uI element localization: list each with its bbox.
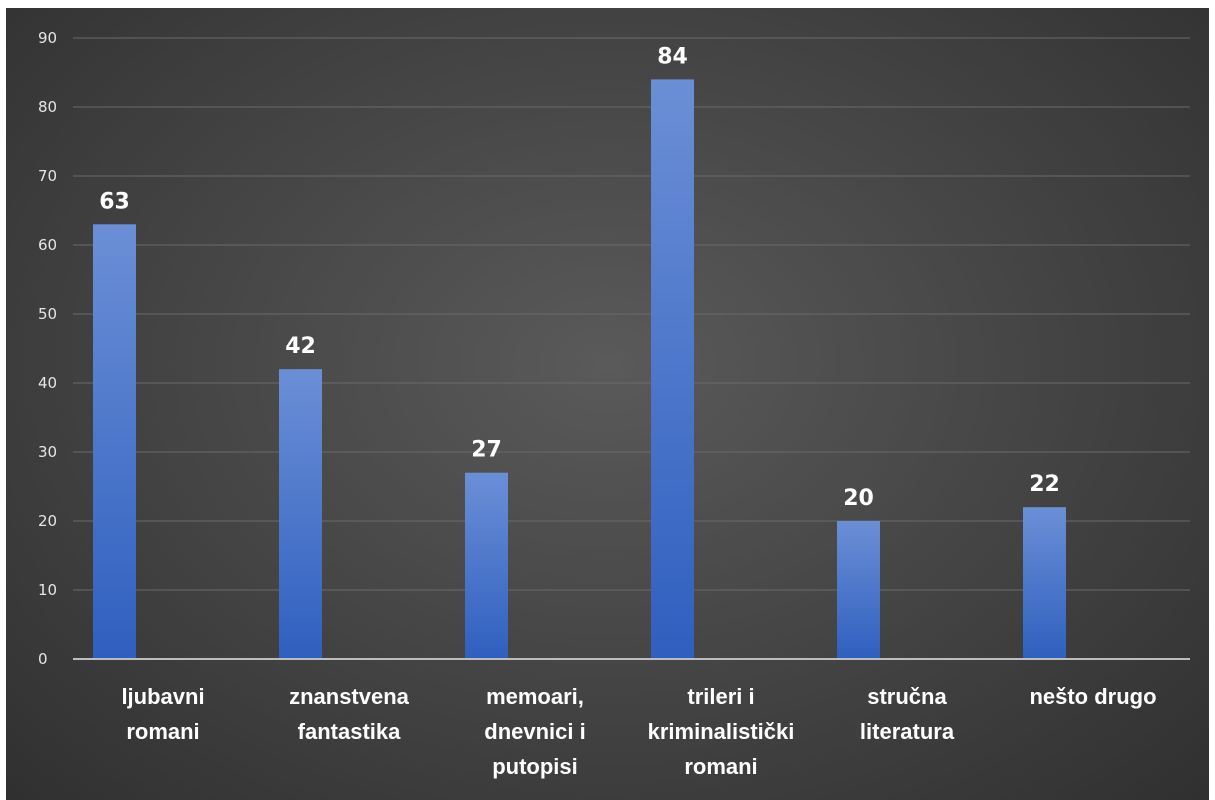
category-label: znanstvena fantastika xyxy=(289,684,410,744)
y-tick-label: 10 xyxy=(38,581,57,599)
y-tick-label: 50 xyxy=(38,305,57,323)
data-label: 42 xyxy=(285,334,316,359)
bar xyxy=(465,472,508,659)
bar xyxy=(279,369,322,659)
category-label: stručna literatura xyxy=(860,684,955,744)
gridlines xyxy=(73,37,1190,591)
bars xyxy=(93,79,1066,660)
bar xyxy=(651,79,694,659)
category-label-line: romani xyxy=(126,719,199,744)
category-label-line: romani xyxy=(684,754,757,779)
data-labels: 63 42 27 84 20 22 xyxy=(99,44,1060,511)
y-tick-label: 0 xyxy=(38,650,48,668)
y-tick-label: 40 xyxy=(38,374,57,392)
category-label-line: putopisi xyxy=(492,754,578,779)
y-tick-label: 70 xyxy=(38,167,57,185)
category-label-line: dnevnici i xyxy=(484,719,585,744)
category-label: nešto drugo xyxy=(1029,684,1156,709)
y-tick-label: 20 xyxy=(38,512,57,530)
category-label-line: kriminalistički xyxy=(648,719,795,744)
data-label: 84 xyxy=(657,44,688,69)
data-label: 27 xyxy=(471,438,502,463)
data-label: 63 xyxy=(99,189,130,214)
category-label-line: nešto drugo xyxy=(1029,684,1156,709)
data-label: 22 xyxy=(1029,472,1060,497)
category-label-line: trileri i xyxy=(687,684,754,709)
y-tick-label: 60 xyxy=(38,236,57,254)
bar xyxy=(93,224,136,660)
x-axis-category-labels: ljubavni romani znanstvena fantastika memoar… xyxy=(121,684,1156,779)
chart-background xyxy=(6,8,1209,800)
category-label: memoari, dnevnici i putopisi xyxy=(484,684,585,779)
y-tick-label: 30 xyxy=(38,443,57,461)
category-label-line: znanstvena xyxy=(289,684,410,709)
data-label: 20 xyxy=(843,486,874,511)
bar xyxy=(1023,507,1066,659)
category-label-line: ljubavni xyxy=(121,684,204,709)
category-label: ljubavni romani xyxy=(121,684,204,744)
bar xyxy=(837,521,880,659)
category-label-line: literatura xyxy=(860,719,955,744)
y-tick-label: 80 xyxy=(38,98,57,116)
category-label-line: memoari, xyxy=(486,684,584,709)
y-axis-tick-labels: 0 10 20 30 40 50 60 70 80 90 xyxy=(38,29,57,668)
category-label: trileri i kriminalistički romani xyxy=(648,684,795,779)
category-label-line: stručna xyxy=(867,684,947,709)
category-label-line: fantastika xyxy=(298,719,401,744)
y-tick-label: 90 xyxy=(38,29,57,47)
